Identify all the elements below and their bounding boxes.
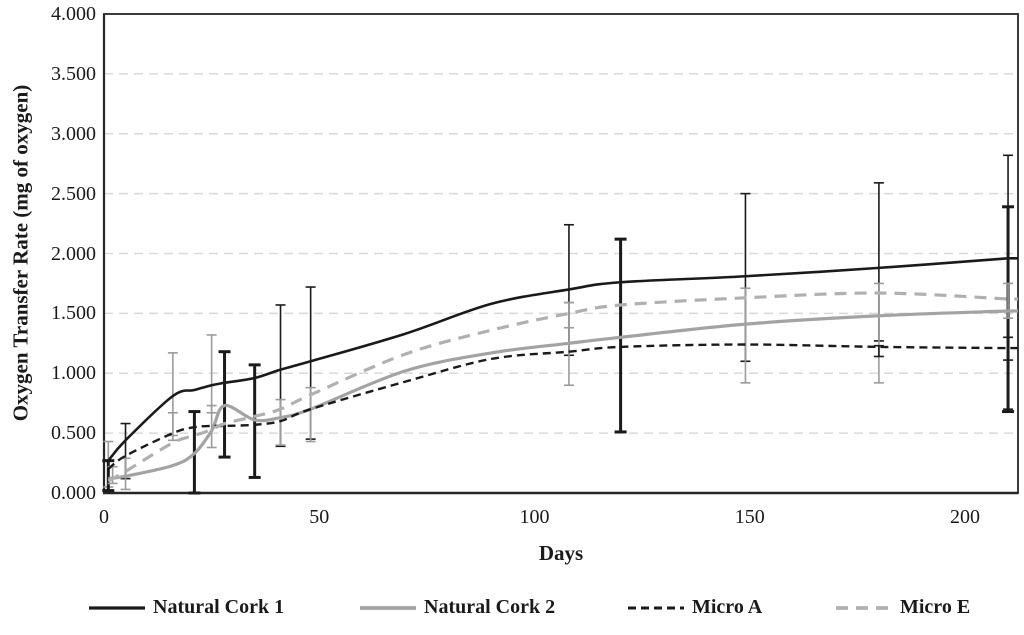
y-tick-label: 0.500: [51, 422, 96, 445]
y-tick-label: 3.000: [51, 122, 96, 145]
x-tick-label: 50: [309, 506, 330, 528]
solid-gray-line-sample-icon: [360, 605, 416, 610]
dashed-gray-line-sample-icon: [836, 605, 892, 610]
legend-label: Micro A: [692, 596, 763, 618]
legend-item-natural-cork-1: Natural Cork 1: [89, 596, 284, 619]
x-tick-label: 100: [519, 506, 550, 528]
solid-black-line-sample-icon: [89, 605, 145, 610]
series-line-natural-cork-2: [108, 309, 1018, 481]
y-tick-label: 1.500: [51, 302, 96, 325]
error-bar: [873, 344, 884, 358]
error-bar: [167, 411, 178, 437]
x-tick-label: 0: [99, 506, 109, 528]
error-bar: [873, 282, 884, 384]
y-tick-label: 1.000: [51, 362, 96, 385]
y-tick-label: 4.000: [51, 3, 96, 25]
legend-label: Natural Cork 1: [153, 596, 285, 618]
error-bar: [120, 457, 131, 491]
legend-label: Micro E: [900, 596, 971, 618]
error-bar: [740, 287, 751, 384]
series-line-micro-a: [107, 343, 1018, 471]
legend-item-micro-a: Micro A: [628, 596, 762, 619]
x-axis-title: Days: [538, 541, 584, 565]
y-tick-label: 3.500: [51, 62, 96, 85]
error-bar: [614, 237, 627, 434]
y-tick-label: 0.000: [51, 482, 96, 504]
dashed-black-line-sample-icon: [628, 606, 684, 609]
error-bar: [305, 386, 316, 443]
y-axis-title: Oxygen Transfer Rate (mg of oxygen): [8, 84, 33, 422]
legend-label: Natural Cork 2: [424, 596, 556, 618]
y-tick-label: 2.000: [51, 242, 96, 265]
error-bar: [563, 301, 574, 329]
x-tick-label: 150: [734, 506, 765, 528]
error-bar: [206, 404, 217, 414]
error-bar: [1003, 336, 1014, 361]
y-tick-label: 2.500: [51, 182, 96, 205]
legend-item-micro-e: Micro E: [836, 596, 970, 619]
legend-item-natural-cork-2: Natural Cork 2: [360, 596, 555, 619]
series-line-micro-e: [107, 291, 1018, 483]
x-tick-label: 200: [950, 506, 980, 528]
series-line-natural-cork-1: [107, 256, 1018, 462]
